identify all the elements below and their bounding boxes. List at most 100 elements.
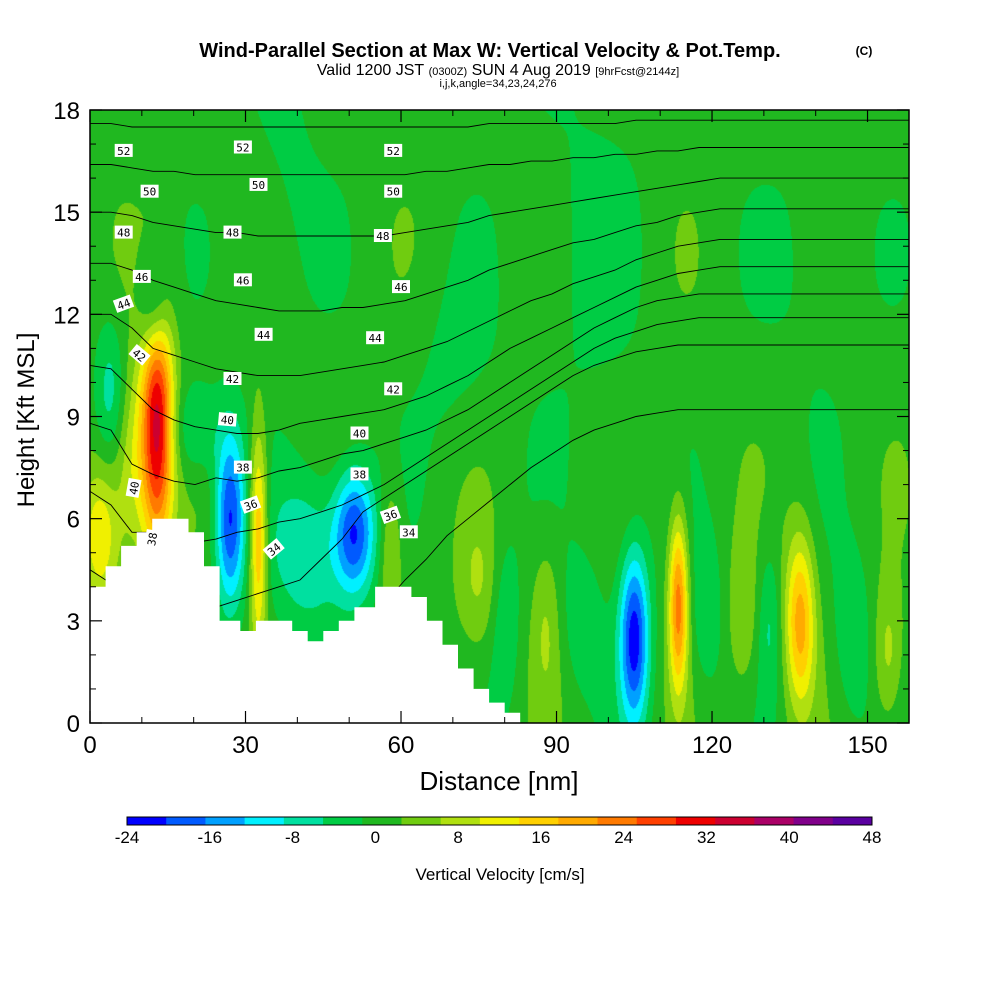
contour-label-text: 42 (387, 383, 400, 396)
contour-label-text: 38 (236, 462, 249, 475)
contour-label: 38 (350, 467, 369, 481)
contour-label: 40 (125, 477, 142, 498)
chart-grid-indices: i,j,k,angle=34,23,24,276 (439, 78, 556, 90)
contour-label-box (392, 280, 410, 294)
contour-label-box (223, 372, 242, 385)
contour-label-text: 40 (220, 413, 234, 427)
contour-label-box (114, 225, 133, 239)
contour-label-box (373, 229, 392, 242)
colorbar-tick-label: 40 (780, 828, 799, 847)
colorbar-tick-label: -24 (115, 828, 140, 847)
contour-label-text: 48 (226, 227, 239, 240)
contour-label-box (140, 184, 159, 198)
contour-label: 46 (233, 273, 252, 287)
colorbar-swatch (166, 817, 206, 825)
contour-label-text: 46 (236, 274, 249, 287)
contour-label: 48 (373, 229, 392, 243)
contour-label-text: 44 (368, 332, 382, 345)
colorbar-tick-label: -8 (285, 828, 300, 847)
contour-label: 46 (392, 280, 410, 294)
contour-label: 42 (223, 372, 242, 386)
colorbar-swatch (519, 817, 559, 825)
colorbar-swatch (440, 817, 481, 825)
colorbar-swatch (675, 817, 716, 825)
contour-label: 42 (384, 382, 403, 396)
contour-label-text: 50 (143, 186, 156, 199)
title-copyright-mark: (C) (856, 44, 873, 58)
colorbar-tick-label: 24 (614, 828, 633, 847)
contour-label-box (350, 467, 369, 481)
y-tick-label: 12 (53, 302, 80, 329)
contour-label: 50 (249, 177, 268, 192)
subtitle-date: SUN 4 Aug 2019 (472, 62, 591, 79)
subtitle-forecast: [9hrFcst@2144z] (595, 66, 679, 78)
contour-label-text: 40 (127, 480, 142, 495)
colorbar-swatch (715, 817, 755, 825)
contour-label-text: 52 (117, 145, 130, 158)
contour-label: 38 (233, 460, 252, 475)
colorbar-label: Vertical Velocity [cm/s] (415, 865, 584, 884)
contour-label-box (384, 143, 403, 157)
theta-contour (90, 344, 909, 622)
contour-label-box (254, 327, 273, 341)
contour-label-box (379, 505, 402, 525)
contour-label-text: 36 (242, 497, 259, 514)
colorbar: -24 -16 -8 0 8 16 24 32 40 48 (115, 816, 881, 847)
x-tick-label: 150 (848, 732, 888, 759)
colorbar-swatch (362, 817, 402, 825)
contour-label-box (223, 225, 242, 239)
contour-label-text: 34 (402, 526, 416, 539)
contour-label: 50 (140, 184, 159, 199)
contour-label: 44 (112, 294, 135, 313)
colorbar-swatch (401, 817, 442, 825)
contour-label-text: 46 (394, 281, 407, 294)
contour-label-text: 40 (353, 428, 366, 441)
contour-label-box (112, 294, 135, 313)
contour-label: 40 (217, 412, 237, 427)
x-tick-label: 60 (388, 732, 415, 759)
colorbar-tick-label: 0 (371, 828, 380, 847)
contour-label-text: 36 (382, 507, 399, 524)
contour-label-text: 38 (145, 532, 160, 547)
subtitle-valid-time: Valid 1200 JST (317, 62, 425, 79)
y-tick-label: 9 (67, 405, 80, 432)
chart-subtitle: Valid 1200 JST (0300Z) SUN 4 Aug 2019 [9… (317, 62, 679, 79)
colorbar-tick-label: -16 (197, 828, 222, 847)
theta-contour (90, 293, 909, 486)
x-tick-label: 0 (83, 732, 96, 759)
contour-label-box (114, 143, 133, 157)
contour-label-box (399, 525, 418, 539)
x-axis-label: Distance [nm] (420, 766, 579, 796)
colorbar-swatch (558, 817, 599, 825)
colorbar-swatch (205, 817, 246, 825)
contour-label: 52 (384, 143, 403, 158)
y-tick-label: 0 (67, 711, 80, 738)
colorbar-swatch (323, 817, 363, 825)
contour-label-text: 42 (226, 373, 239, 386)
contour-label-text: 38 (353, 468, 366, 481)
colorbar-tick-label: 32 (697, 828, 716, 847)
contour-label: 48 (114, 225, 133, 240)
contour-label-box (233, 273, 252, 287)
contour-label: 40 (350, 426, 369, 441)
colorbar-tick-label: 8 (453, 828, 462, 847)
colorbar-swatch (636, 817, 677, 825)
contour-label-box (239, 495, 262, 514)
theta-contour (90, 208, 909, 312)
contour-label-box (366, 331, 385, 345)
contour-label: 36 (379, 505, 402, 525)
contour-label: 44 (366, 331, 385, 345)
terrain-mask (90, 518, 909, 723)
contour-label-box (384, 382, 403, 396)
theta-contour (90, 147, 909, 176)
x-tick-label: 30 (232, 732, 259, 759)
y-tick-label: 15 (53, 200, 80, 227)
contour-label-text: 50 (252, 179, 265, 192)
colorbar-swatch (127, 817, 167, 825)
y-axis-label: Height [Kft MSL] (13, 333, 40, 508)
colorbar-swatch (244, 817, 285, 825)
colorbar-tick-label: 16 (531, 828, 550, 847)
contour-label-text: 44 (115, 296, 132, 313)
contour-label: 52 (114, 143, 133, 158)
